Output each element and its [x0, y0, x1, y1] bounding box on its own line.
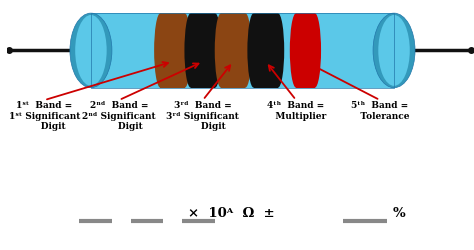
Text: 4ᵗʰ  Band =
   Multiplier: 4ᵗʰ Band = Multiplier [266, 102, 326, 121]
Bar [221, 13, 245, 88]
Ellipse shape [290, 13, 302, 88]
Bar [91, 13, 394, 88]
Ellipse shape [373, 13, 415, 88]
Ellipse shape [239, 13, 252, 88]
Ellipse shape [154, 13, 167, 88]
Text: 1ˢᵗ  Band =
1ˢᵗ Significant
      Digit: 1ˢᵗ Band = 1ˢᵗ Significant Digit [9, 102, 80, 131]
Ellipse shape [75, 15, 107, 86]
Text: 2ⁿᵈ  Band =
2ⁿᵈ Significant
       Digit: 2ⁿᵈ Band = 2ⁿᵈ Significant Digit [82, 102, 156, 131]
Bar [160, 13, 185, 88]
Ellipse shape [215, 13, 228, 88]
Ellipse shape [209, 13, 221, 88]
Text: %: % [392, 207, 405, 220]
Bar [296, 13, 315, 88]
Ellipse shape [247, 13, 260, 88]
Bar [254, 13, 278, 88]
Ellipse shape [178, 13, 191, 88]
Ellipse shape [272, 13, 284, 88]
Ellipse shape [309, 13, 321, 88]
Ellipse shape [70, 13, 112, 88]
Text: ×  10ᴬ  Ω  ±: × 10ᴬ Ω ± [188, 207, 274, 220]
Bar [91, 13, 394, 88]
Text: 3ʳᵈ  Band =
3ʳᵈ Significant
       Digit: 3ʳᵈ Band = 3ʳᵈ Significant Digit [166, 102, 239, 131]
Ellipse shape [378, 15, 410, 86]
Text: 5ᵗʰ  Band =
   Tolerance: 5ᵗʰ Band = Tolerance [351, 102, 409, 121]
Ellipse shape [184, 13, 197, 88]
Bar [191, 13, 215, 88]
